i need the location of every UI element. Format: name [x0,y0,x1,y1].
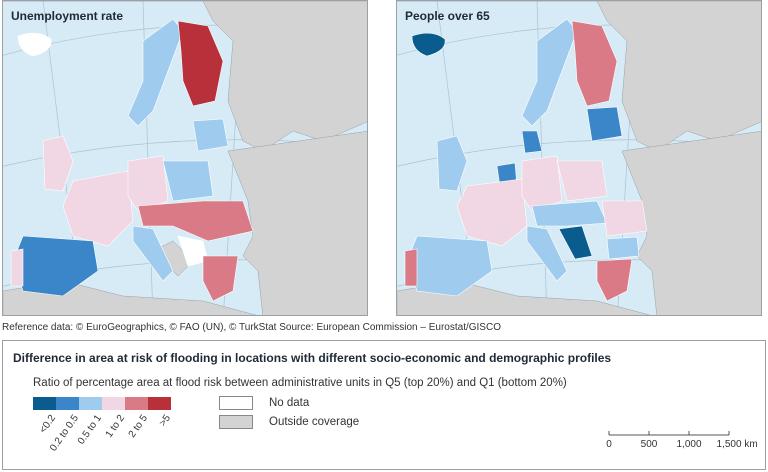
scale-unit: km [744,439,758,450]
germany [521,155,563,212]
legend-swatch [148,397,171,410]
portugal [404,248,418,287]
greece [596,258,633,302]
legend: Difference in area at risk of flooding i… [2,340,766,470]
bulgaria [606,236,640,260]
norway-sweden [127,18,184,127]
finland [177,20,224,107]
scale-bar-line [608,431,730,436]
norway-sweden [521,18,578,127]
outside-coverage-swatch [219,415,253,429]
legend-class-label: <0.2 [37,413,59,436]
uk-ireland [42,135,74,192]
scale-tick: 1,500 [716,439,742,450]
baltics [586,106,623,142]
legend-class-labels: <0.2 0.2 to 0.5 0.5 to 1 1 to 2 2 to 5 >… [33,413,193,453]
legend-class-label: 2 to 5 [126,413,151,440]
legend-swatch [125,397,148,410]
map-canvas [3,1,367,315]
poland [556,160,608,202]
no-data-label: No data [269,397,310,409]
map-unemployment-rate: Unemployment rate [2,0,368,316]
iceland [411,32,446,57]
legend-swatches [33,397,171,410]
baltics [192,118,229,152]
romania [601,200,648,237]
scale-tick: 500 [640,439,658,450]
italy [526,225,568,282]
no-data-swatch [219,396,253,410]
map-people-over-65: People over 65 [396,0,762,316]
legend-title: Difference in area at risk of flooding i… [13,351,612,365]
italy [132,225,174,282]
countries [404,18,648,302]
legend-swatch [79,397,102,410]
legend-swatch [56,397,79,410]
outside-coverage-label: Outside coverage [269,416,360,428]
legend-no-data: No data [219,396,309,410]
iceland [17,32,52,57]
outside-coverage-land [3,1,367,315]
map-title: Unemployment rate [11,9,124,23]
denmark [521,130,543,154]
map-canvas [397,1,761,315]
central-east-europe [137,200,254,242]
finland [571,20,618,107]
scale-bar: 0 500 1,000 1,500 km [601,429,761,459]
scale-tick: 1,000 [676,439,702,450]
legend-swatch [33,397,56,410]
central-europe [531,200,608,227]
germany [127,155,169,212]
uk-ireland [436,135,468,192]
legend-class-label: >5 [157,413,174,429]
legend-subtitle: Ratio of percentage area at flood risk b… [33,377,567,389]
map-title: People over 65 [405,9,490,23]
greece [202,255,239,302]
poland [162,160,214,202]
croatia [558,225,593,260]
countries [10,18,254,302]
legend-class-label: 1 to 2 [103,413,128,440]
legend-swatch [102,397,125,410]
portugal [10,248,24,287]
legend-outside-coverage: Outside coverage [219,415,359,429]
scale-tick: 0 [606,439,612,450]
outside-coverage-land [397,1,761,315]
reference-note: Reference data: © EuroGeographics, © FAO… [2,322,501,333]
